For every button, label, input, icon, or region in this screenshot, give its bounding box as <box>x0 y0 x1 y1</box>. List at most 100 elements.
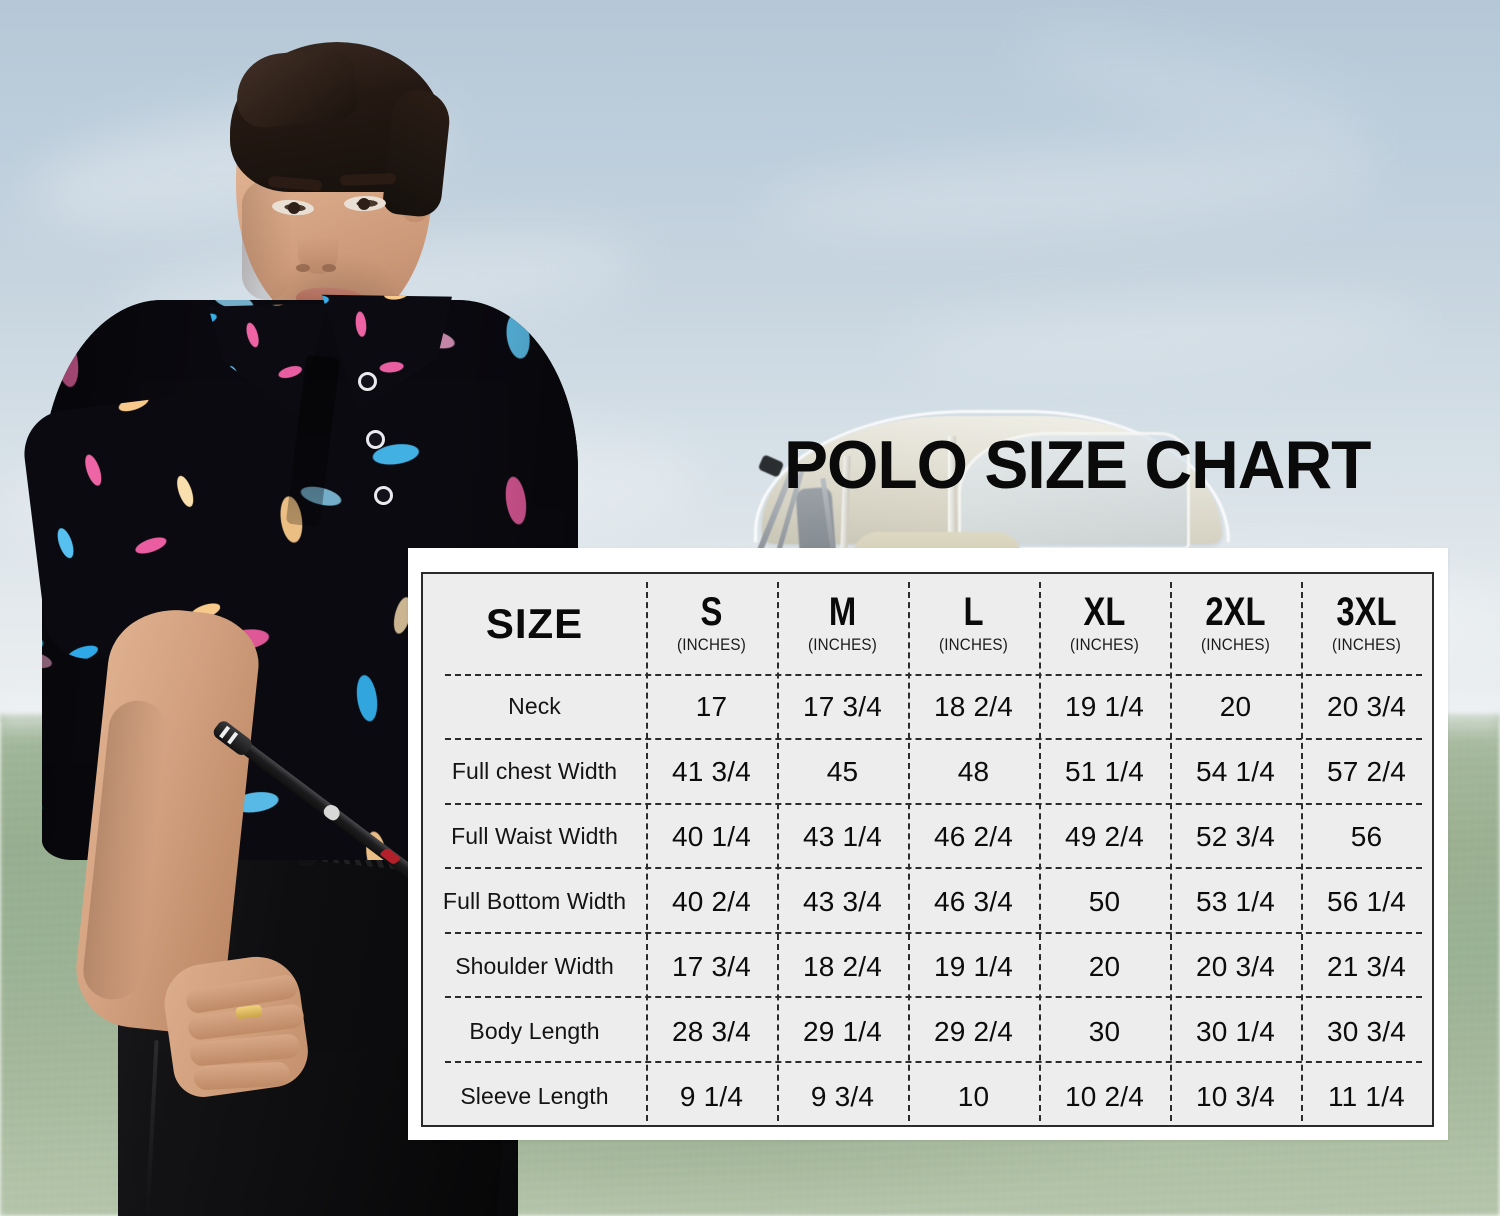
cell-value: 11 1/4 <box>1327 1080 1405 1112</box>
column-label-m: M <box>828 590 857 634</box>
golf-cart-post <box>948 436 956 554</box>
cell-value: 18 2/4 <box>802 950 883 982</box>
model-nostril <box>322 264 336 272</box>
polo-button <box>366 430 385 449</box>
cell-value: 21 3/4 <box>1326 950 1407 982</box>
row-divider <box>445 674 1422 676</box>
cell-value: 51 1/4 <box>1064 755 1145 787</box>
model-hair-side <box>381 87 453 219</box>
header-corner-cell: SIZE <box>423 574 646 674</box>
column-units-m: (INCHES) <box>808 636 877 654</box>
cell-value: 53 1/4 <box>1195 885 1275 917</box>
column-divider <box>776 582 779 1121</box>
column-divider <box>1038 582 1041 1121</box>
header-cell-l: L (INCHES) <box>908 574 1039 674</box>
column-divider <box>1300 582 1303 1121</box>
cell-value: 40 1/4 <box>672 820 752 852</box>
cell-value: 30 3/4 <box>1326 1015 1407 1047</box>
row-divider <box>445 738 1422 741</box>
cell-value: 41 3/4 <box>672 755 752 787</box>
cell-value: 49 2/4 <box>1064 820 1145 852</box>
model-pupil <box>358 198 370 210</box>
table-header-row: SIZE S (INCHES) M (INCHES) L (INCHES) <box>423 574 1432 674</box>
row-label: Full chest Width <box>451 758 618 784</box>
row-divider <box>445 1060 1422 1063</box>
cell-value: 17 3/4 <box>672 950 752 982</box>
row-divider <box>445 996 1422 999</box>
header-cell-3xl: 3XL (INCHES) <box>1301 574 1432 674</box>
row-label: Sleeve Length <box>460 1083 609 1109</box>
cell-value: 28 3/4 <box>672 1015 752 1047</box>
cell-value: 20 <box>1088 950 1121 982</box>
cell-value: 46 2/4 <box>933 820 1014 852</box>
cell-value: 57 2/4 <box>1326 755 1407 787</box>
column-label-s: S <box>700 590 723 634</box>
table-row: Shoulder Width 17 3/4 18 2/4 19 1/4 20 2… <box>423 934 1432 999</box>
header-cell-m: M (INCHES) <box>777 574 908 674</box>
table-row: Sleeve Length 9 1/4 9 3/4 10 10 2/4 10 3… <box>423 1064 1432 1125</box>
header-cell-xl: XL (INCHES) <box>1039 574 1170 674</box>
table-row: Full chest Width 41 3/4 45 48 51 1/4 54 … <box>423 739 1432 804</box>
cell-value: 52 3/4 <box>1195 820 1275 852</box>
cell-value: 50 <box>1088 885 1121 917</box>
cell-value: 10 2/4 <box>1064 1080 1145 1112</box>
cell-value: 30 <box>1088 1015 1121 1047</box>
cell-value: 20 <box>1219 690 1252 722</box>
cell-value: 20 3/4 <box>1195 950 1275 982</box>
cell-value: 56 1/4 <box>1326 885 1407 917</box>
column-units-s: (INCHES) <box>677 636 747 654</box>
model-hair-front <box>232 45 360 131</box>
row-divider <box>445 802 1422 805</box>
cell-value: 30 1/4 <box>1195 1015 1275 1047</box>
row-label: Body Length <box>469 1018 600 1044</box>
cell-value: 40 2/4 <box>672 885 752 917</box>
header-cell-2xl: 2XL (INCHES) <box>1170 574 1301 674</box>
model-eyebrow <box>339 173 397 186</box>
cell-value: 17 3/4 <box>802 690 883 722</box>
polo-button <box>374 486 393 505</box>
column-units-2xl: (INCHES) <box>1200 636 1270 654</box>
cell-value: 43 3/4 <box>802 885 883 917</box>
cell-value: 48 <box>957 755 990 787</box>
row-label: Full Waist Width <box>451 823 618 849</box>
cell-value: 54 1/4 <box>1195 755 1275 787</box>
column-divider <box>645 582 648 1121</box>
table-row: Full Waist Width 40 1/4 43 1/4 46 2/4 49… <box>423 804 1432 869</box>
cell-value: 9 1/4 <box>679 1080 744 1112</box>
size-chart-frame: SIZE S (INCHES) M (INCHES) L (INCHES) <box>421 572 1434 1127</box>
cell-value: 56 <box>1350 820 1383 852</box>
cell-value: 10 3/4 <box>1195 1080 1275 1112</box>
size-corner-label: SIZE <box>485 600 584 647</box>
model-nose <box>298 212 338 274</box>
cell-value: 43 1/4 <box>802 820 883 852</box>
header-cell-s: S (INCHES) <box>646 574 777 674</box>
size-chart-card: SIZE S (INCHES) M (INCHES) L (INCHES) <box>408 548 1448 1140</box>
table-row: Neck 17 17 3/4 18 2/4 19 1/4 20 20 3/4 <box>423 674 1432 739</box>
cell-value: 19 1/4 <box>933 950 1014 982</box>
column-divider <box>1169 582 1172 1121</box>
column-label-l: L <box>963 590 984 634</box>
row-divider <box>445 867 1422 870</box>
model-pupil <box>288 202 300 214</box>
model-finger <box>193 1061 291 1091</box>
cell-value: 10 <box>957 1080 990 1112</box>
polo-button <box>358 372 377 391</box>
column-divider <box>907 582 910 1121</box>
cell-value: 46 3/4 <box>933 885 1014 917</box>
cell-value: 18 2/4 <box>933 690 1014 722</box>
cell-value: 9 3/4 <box>810 1080 875 1112</box>
cell-value: 45 <box>826 755 859 787</box>
cell-value: 29 2/4 <box>933 1015 1014 1047</box>
model-nostril <box>296 264 310 272</box>
cell-value: 20 3/4 <box>1326 690 1407 722</box>
size-chart-table: SIZE S (INCHES) M (INCHES) L (INCHES) <box>423 574 1432 1125</box>
row-label: Shoulder Width <box>455 953 614 979</box>
column-units-3xl: (INCHES) <box>1332 636 1401 654</box>
table-row: Body Length 28 3/4 29 1/4 29 2/4 30 30 1… <box>423 999 1432 1064</box>
column-units-l: (INCHES) <box>939 636 1008 654</box>
table-row: Full Bottom Width 40 2/4 43 3/4 46 3/4 5… <box>423 869 1432 934</box>
page-title: POLO SIZE CHART <box>784 427 1371 503</box>
row-divider <box>445 931 1422 934</box>
column-label-xl: XL <box>1083 590 1126 634</box>
cell-value: 29 1/4 <box>802 1015 883 1047</box>
